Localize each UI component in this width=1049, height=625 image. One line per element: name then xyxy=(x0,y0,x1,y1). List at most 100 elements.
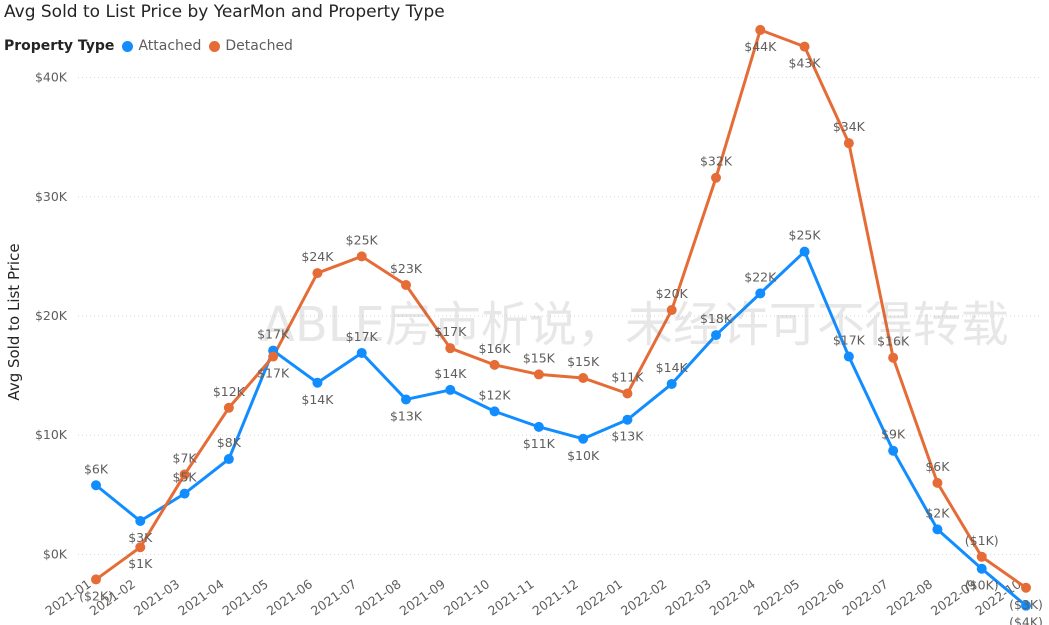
series-line-detached xyxy=(95,28,1027,590)
data-point-attached xyxy=(799,246,810,257)
x-tick-label: 2022-01 xyxy=(574,576,625,618)
data-label-attached: $14K xyxy=(301,392,334,407)
data-label-detached: $16K xyxy=(479,341,512,356)
data-point-detached xyxy=(91,574,101,585)
data-point-detached xyxy=(312,268,323,279)
data-label-attached: $17K xyxy=(346,329,379,344)
data-label-detached: $15K xyxy=(567,354,600,369)
data-label-attached: $25K xyxy=(789,228,822,243)
x-tick-label: 2021-10 xyxy=(441,576,492,618)
chart-title: Avg Sold to List Price by YearMon and Pr… xyxy=(4,2,445,22)
data-label-detached: $43K xyxy=(789,56,822,71)
data-label-detached: $25K xyxy=(346,232,379,247)
x-tick-label: 2022-03 xyxy=(662,576,713,618)
data-label-attached: $9K xyxy=(881,427,906,442)
x-tick-label: 2022-06 xyxy=(795,576,846,618)
legend-dot-attached-icon xyxy=(122,40,134,52)
x-tick-label: 2021-08 xyxy=(352,576,403,618)
data-point-detached xyxy=(799,41,810,52)
x-tick-label: 2022-07 xyxy=(839,576,890,618)
data-label-detached: $12K xyxy=(213,384,246,399)
data-label-detached: $34K xyxy=(833,119,866,134)
y-tick-label: $0K xyxy=(43,546,68,561)
data-point-attached xyxy=(91,480,101,491)
x-tick-label: 2021-06 xyxy=(264,576,315,618)
data-point-detached xyxy=(711,172,721,183)
data-label-attached: $2K xyxy=(925,505,950,520)
data-point-attached xyxy=(445,384,456,395)
x-tick-label: 2022-08 xyxy=(884,576,935,618)
data-point-attached xyxy=(578,433,589,444)
data-label-attached: ($0K) xyxy=(965,578,999,593)
data-point-attached xyxy=(533,421,544,432)
data-point-detached xyxy=(489,359,500,370)
data-label-attached: $3K xyxy=(128,530,153,545)
data-point-attached xyxy=(179,488,190,499)
data-label-detached: $32K xyxy=(700,154,733,169)
data-point-detached xyxy=(223,402,234,413)
data-point-attached xyxy=(888,445,899,456)
data-point-attached xyxy=(401,394,411,405)
data-point-detached xyxy=(445,343,456,354)
data-label-attached: $14K xyxy=(434,366,467,381)
data-point-attached xyxy=(976,563,987,574)
data-label-detached: ($3K) xyxy=(1009,597,1043,612)
y-tick-label: $30K xyxy=(35,189,68,204)
legend: Property Type Attached Detached xyxy=(4,38,301,54)
data-point-detached xyxy=(888,352,899,363)
data-point-attached xyxy=(223,454,234,465)
x-tick-label: 2021-12 xyxy=(529,576,580,618)
data-label-attached: $12K xyxy=(479,387,512,402)
legend-label-attached: Attached xyxy=(138,38,202,54)
data-point-detached xyxy=(179,469,190,480)
data-label-detached: $17K xyxy=(434,324,467,339)
data-point-detached xyxy=(755,24,766,35)
data-label-attached: $8K xyxy=(217,435,242,450)
data-label-attached: $17K xyxy=(257,327,290,342)
watermark: ABLE房市析说，未经许可不得转载 xyxy=(262,297,1009,353)
data-point-detached xyxy=(578,372,589,383)
data-point-attached xyxy=(932,524,943,535)
data-point-attached xyxy=(135,516,146,527)
data-point-attached xyxy=(666,378,677,389)
data-label-attached: $17K xyxy=(833,333,866,348)
data-point-attached xyxy=(755,288,766,299)
data-point-detached xyxy=(401,280,411,291)
legend-label-detached: Detached xyxy=(225,38,293,54)
data-point-attached xyxy=(622,414,633,425)
data-label-detached: $44K xyxy=(744,39,777,54)
x-tick-label: 2021-05 xyxy=(219,576,270,618)
data-point-detached xyxy=(135,542,146,553)
data-point-attached xyxy=(711,330,721,341)
data-point-detached xyxy=(1021,582,1031,593)
data-point-detached xyxy=(622,388,633,399)
data-point-attached xyxy=(1021,600,1031,611)
legend-item-attached[interactable]: Attached xyxy=(122,38,201,54)
legend-dot-detached-icon xyxy=(209,40,221,52)
data-label-attached: $13K xyxy=(390,408,423,423)
x-tick-label: 2022-04 xyxy=(707,576,758,618)
data-label-attached: $14K xyxy=(656,360,689,375)
data-point-attached xyxy=(489,406,500,417)
data-label-attached: $22K xyxy=(744,269,777,284)
data-label-detached: ($1K) xyxy=(965,533,999,548)
y-tick-label: $10K xyxy=(35,427,68,442)
data-label-attached: $11K xyxy=(523,436,556,451)
x-tick-label: 2021-07 xyxy=(308,576,359,618)
x-tick-label: 2021-11 xyxy=(485,576,536,618)
data-label-attached: $10K xyxy=(567,448,600,463)
data-point-detached xyxy=(268,351,279,362)
legend-item-detached[interactable]: Detached xyxy=(209,38,293,54)
legend-title: Property Type xyxy=(4,38,115,54)
y-tick-label: $40K xyxy=(35,70,68,85)
data-label-attached: $13K xyxy=(611,429,644,444)
data-label-detached: $17K xyxy=(257,366,290,381)
data-point-detached xyxy=(356,251,367,262)
data-label-detached: $11K xyxy=(611,369,644,384)
data-point-detached xyxy=(666,305,677,316)
data-point-attached xyxy=(312,377,323,388)
series-line-attached xyxy=(95,250,1027,607)
x-tick-label: 2022-05 xyxy=(751,576,802,618)
x-tick-label: 2021-03 xyxy=(131,576,182,618)
data-label-attached: $6K xyxy=(84,461,109,476)
